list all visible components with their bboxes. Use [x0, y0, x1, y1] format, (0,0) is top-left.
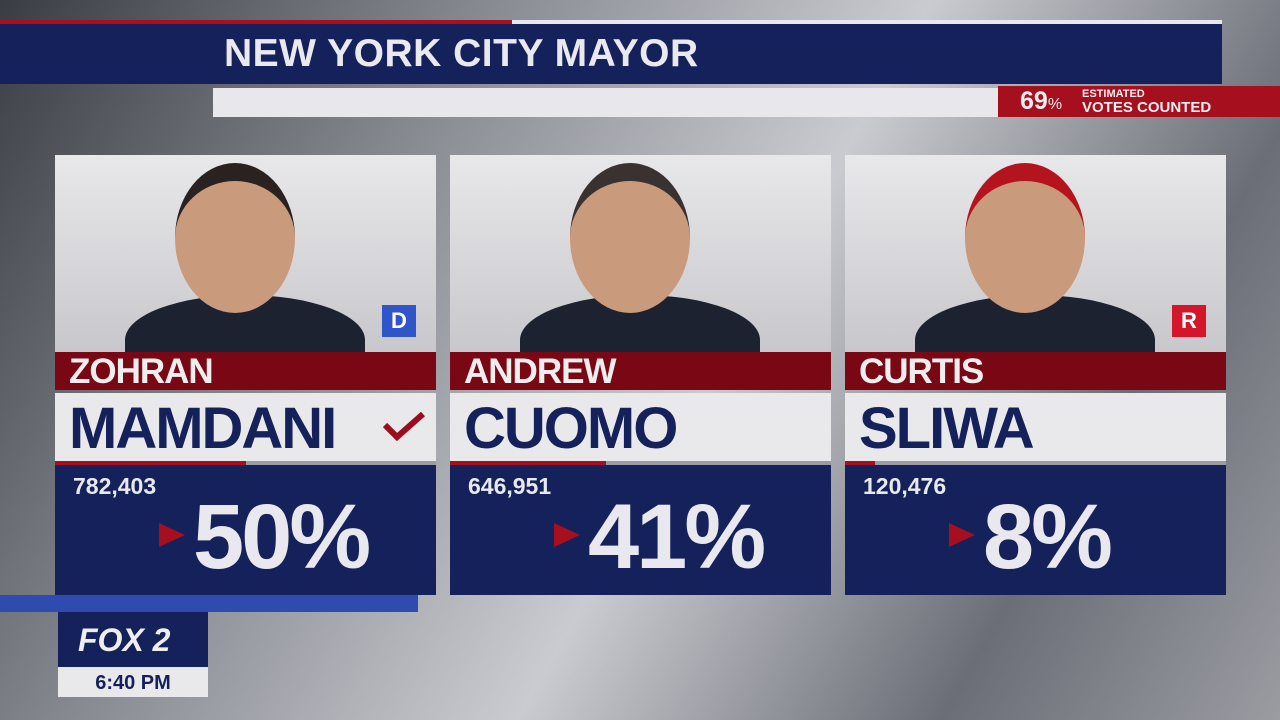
candidate-first-name: ZOHRAN	[55, 352, 436, 391]
party-badge: R	[1172, 305, 1206, 337]
candidate-last-name: MAMDANI	[55, 393, 436, 461]
candidate-card: D ZOHRAN MAMDANI 782,403 50%	[55, 155, 436, 595]
last-name-text: SLIWA	[859, 396, 1035, 461]
vote-share-fill	[55, 461, 246, 465]
candidate-photo	[450, 155, 831, 352]
vote-share-fill	[450, 461, 607, 465]
vote-percent: 50%	[193, 486, 371, 588]
candidate-last-name: CUOMO	[450, 393, 831, 461]
estimated-label: ESTIMATED	[1082, 88, 1145, 100]
accent-strip	[0, 595, 418, 612]
clock: 6:40 PM	[58, 667, 208, 697]
vote-count: 120,476	[863, 473, 947, 499]
votes-counted-box: 69% ESTIMATED VOTES COUNTED	[998, 86, 1280, 117]
results-panel: 646,951 41%	[450, 465, 831, 595]
triangle-marker-icon	[159, 523, 185, 547]
vote-share-bar	[845, 461, 1226, 465]
vote-percent: 41%	[588, 486, 766, 588]
winner-check-icon	[382, 411, 425, 441]
candidate-first-name: ANDREW	[450, 352, 831, 391]
candidate-photo: D	[55, 155, 436, 352]
candidate-card: R CURTIS SLIWA 120,476 8%	[845, 155, 1226, 595]
votes-counted-percent: 69%	[1020, 87, 1062, 116]
accent-line	[0, 20, 512, 25]
vote-count: 646,951	[468, 473, 552, 499]
results-panel: 120,476 8%	[845, 465, 1226, 595]
station-logo: FOX 2	[58, 612, 208, 667]
head-shape	[570, 163, 690, 313]
vote-share-bar	[55, 461, 436, 465]
candidate-last-name: SLIWA	[845, 393, 1226, 461]
vote-share-bar	[450, 461, 831, 465]
vote-share-fill	[845, 461, 876, 465]
vote-count: 782,403	[73, 473, 157, 499]
votes-counted-label: VOTES COUNTED	[1082, 99, 1212, 116]
title-bar	[0, 24, 1222, 84]
accent-line	[512, 20, 1222, 24]
triangle-marker-icon	[949, 523, 975, 547]
candidate-first-name: CURTIS	[845, 352, 1226, 391]
triangle-marker-icon	[554, 523, 580, 547]
candidate-photo: R	[845, 155, 1226, 352]
last-name-text: CUOMO	[464, 396, 678, 461]
sub-bar	[213, 88, 999, 117]
head-shape	[965, 163, 1085, 313]
vote-percent: 8%	[983, 486, 1113, 588]
race-title: NEW YORK CITY MAYOR	[224, 32, 699, 75]
party-badge: D	[382, 305, 416, 337]
last-name-text: MAMDANI	[69, 396, 337, 461]
percent-sign: %	[1047, 96, 1063, 113]
results-panel: 782,403 50%	[55, 465, 436, 595]
candidate-card: ANDREW CUOMO 646,951 41%	[450, 155, 831, 595]
head-shape	[175, 163, 295, 313]
percent-value: 69	[1020, 87, 1048, 115]
